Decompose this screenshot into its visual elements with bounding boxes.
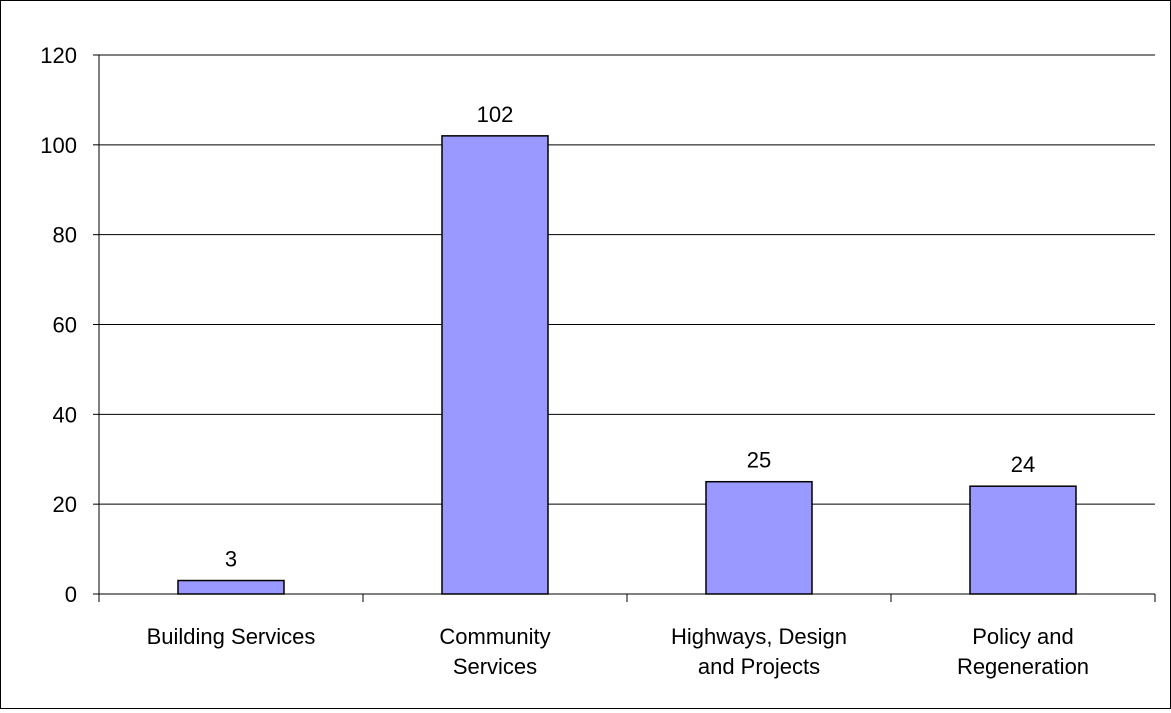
y-tick-label: 40	[53, 402, 77, 427]
data-label: 24	[1011, 452, 1035, 477]
x-tick-label: and Projects	[698, 654, 820, 679]
x-tick-label: Policy and	[972, 624, 1074, 649]
bar	[969, 485, 1077, 595]
data-label: 102	[477, 102, 514, 127]
bar	[177, 579, 285, 595]
x-tick-label: Highways, Design	[671, 624, 847, 649]
y-tick-label: 100	[40, 133, 77, 158]
x-tick-label: Services	[453, 654, 537, 679]
y-tick-label: 120	[40, 43, 77, 68]
y-tick-label: 20	[53, 492, 77, 517]
bar	[705, 480, 813, 595]
y-tick-label: 80	[53, 223, 77, 248]
data-label: 25	[747, 448, 771, 473]
x-tick-label: Building Services	[147, 624, 316, 649]
bar	[441, 135, 549, 595]
x-tick-label: Community	[439, 624, 550, 649]
x-tick-label: Regeneration	[957, 654, 1089, 679]
y-tick-label: 0	[65, 582, 77, 607]
data-label: 3	[225, 547, 237, 572]
y-tick-label: 60	[53, 313, 77, 338]
